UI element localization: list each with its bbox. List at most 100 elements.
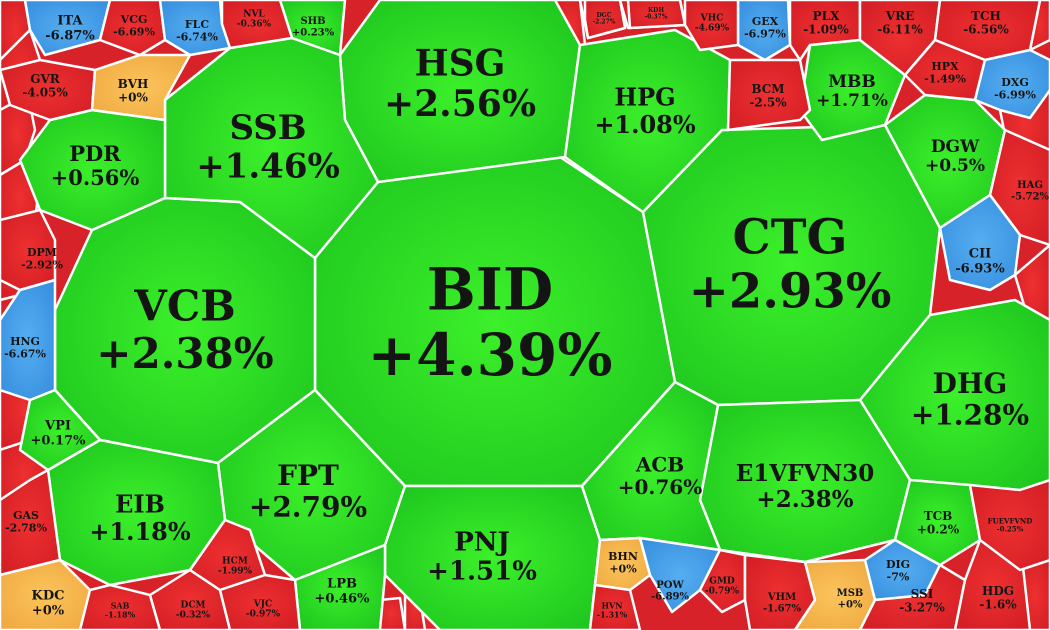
ticker-label-tch: TCH — [971, 9, 1001, 23]
ticker-label-gas: GAS — [13, 509, 39, 522]
ticker-label-lpb: LPB — [327, 577, 357, 592]
ticker-label-dxg: DXG — [1001, 76, 1028, 89]
ticker-label-hvn: HVN — [601, 601, 622, 611]
cell-dgc — [583, 0, 627, 40]
change-label-gex: -6.97% — [744, 27, 786, 40]
change-label-eib: +1.18% — [89, 517, 191, 546]
change-label-hpx: -1.49% — [924, 72, 966, 85]
ticker-label-dgw: DGW — [931, 137, 980, 157]
cell-hpg — [563, 28, 732, 214]
cell-bcm — [726, 58, 812, 132]
ticker-label-msb: MSB — [837, 588, 864, 599]
ticker-label-shb: SHB — [300, 16, 325, 27]
change-label-dcm: -0.32% — [176, 611, 211, 621]
ticker-label-sab: SAB — [111, 601, 130, 611]
change-label-dhg: +1.28% — [911, 399, 1029, 432]
cell-cii — [938, 193, 1022, 292]
change-label-bcm: -2.5% — [749, 95, 787, 109]
ticker-label-dcm: DCM — [181, 600, 206, 610]
ticker-label-vjc: VJC — [253, 599, 272, 609]
cell-dxg — [973, 48, 1050, 120]
change-label-fuevfvnd: -0.25% — [997, 525, 1024, 534]
change-label-vcg: -6.69% — [113, 25, 155, 38]
change-label-vpi: +0.17% — [31, 433, 87, 448]
ticker-label-gmd: GMD — [709, 576, 735, 586]
change-label-bvh: +0% — [118, 90, 148, 104]
change-label-flc: -6.74% — [176, 30, 218, 43]
change-label-lpb: +0.46% — [315, 591, 371, 606]
change-label-dgw: +0.5% — [925, 156, 985, 176]
change-label-pow: -6.89% — [651, 592, 690, 603]
change-label-ctg: +2.93% — [689, 264, 892, 320]
ticker-label-dgc: DGC — [596, 12, 611, 19]
cell-pow — [638, 536, 722, 614]
ticker-label-hdg: HDG — [982, 584, 1014, 598]
change-label-pnj: +1.51% — [427, 557, 537, 587]
change-label-ssb: +1.46% — [196, 146, 340, 186]
ticker-label-dig: DIG — [886, 558, 910, 571]
change-label-hcm: -1.99% — [218, 567, 253, 577]
cell-vjc — [218, 573, 302, 630]
ticker-label-bcm: BCM — [751, 82, 784, 96]
change-label-sab: -1.18% — [105, 610, 136, 620]
cell-vcg — [98, 0, 167, 57]
ticker-label-hpg: HPG — [614, 83, 675, 112]
ticker-label-flc: FLC — [185, 18, 210, 31]
change-label-hsg: +2.56% — [384, 83, 536, 125]
ticker-label-fpt: FPT — [277, 459, 339, 492]
change-label-hdg: -1.6% — [979, 597, 1017, 611]
change-label-dxg: -6.99% — [994, 88, 1036, 101]
ticker-label-hcm: HCM — [222, 556, 248, 566]
ticker-label-hpx: HPX — [931, 60, 959, 73]
change-label-bid: +4.39% — [368, 321, 613, 389]
change-label-vhm: -1.67% — [763, 604, 802, 615]
cell-hcm — [188, 518, 267, 592]
change-label-acb: +0.76% — [618, 475, 702, 499]
change-label-tcb: +0.2% — [917, 522, 960, 536]
ticker-label-ctg: CTG — [733, 209, 848, 265]
change-label-plx: -1.09% — [803, 22, 849, 36]
change-label-dpm: -2.92% — [21, 258, 63, 271]
change-label-kdh: -0.37% — [645, 14, 668, 21]
ticker-label-eib: EIB — [115, 490, 165, 519]
ticker-label-vpi: VPI — [44, 419, 71, 434]
change-label-hng: -6.67% — [4, 347, 46, 360]
ticker-label-hag: HAG — [1017, 180, 1043, 191]
ticker-label-pnj: PNJ — [454, 527, 510, 557]
ticker-label-vre: VRE — [885, 9, 914, 23]
ticker-label-tcb: TCB — [924, 509, 953, 523]
ticker-label-hng: HNG — [10, 335, 40, 348]
ticker-label-kdh: KDH — [648, 7, 664, 14]
change-label-pdr: +0.56% — [51, 165, 140, 190]
change-label-dgc: -2.27% — [593, 19, 616, 26]
ticker-label-kdc: KDC — [32, 589, 65, 604]
ticker-label-acb: ACB — [635, 452, 684, 476]
change-label-vre: -6.11% — [877, 22, 923, 36]
change-label-gmd: -0.79% — [705, 587, 740, 597]
change-label-hpg: +1.08% — [594, 110, 696, 139]
ticker-label-vhc: VHC — [700, 13, 724, 23]
change-label-hag: -5.72% — [1011, 192, 1050, 203]
ticker-label-plx: PLX — [813, 9, 840, 23]
cell-hag — [988, 128, 1050, 247]
ticker-label-e1vfvn30: E1VFVN30 — [736, 460, 875, 487]
ticker-label-nvl: NVL — [243, 9, 265, 19]
change-label-vjc: -0.97% — [246, 610, 281, 620]
ticker-label-bhn: BHN — [608, 550, 638, 563]
change-label-bhn: +0% — [609, 562, 637, 575]
change-label-dig: -7% — [887, 570, 910, 583]
ticker-label-dhg: DHG — [933, 367, 1008, 400]
change-label-vhc: -4.69% — [695, 24, 730, 34]
cell-hng — [0, 278, 57, 402]
ticker-label-vcb: VCB — [133, 281, 236, 330]
change-label-gvr: -4.05% — [22, 85, 68, 99]
change-label-ssi: -3.27% — [899, 600, 945, 614]
cell-gas — [0, 468, 62, 577]
change-label-cii: -6.93% — [955, 261, 1005, 276]
change-label-vcb: +2.38% — [96, 329, 273, 378]
ticker-label-pow: POW — [656, 580, 684, 591]
cell-kdh — [626, 0, 687, 30]
cell-fuevfvnd — [968, 478, 1050, 572]
ticker-label-mbb: MBB — [828, 72, 876, 92]
